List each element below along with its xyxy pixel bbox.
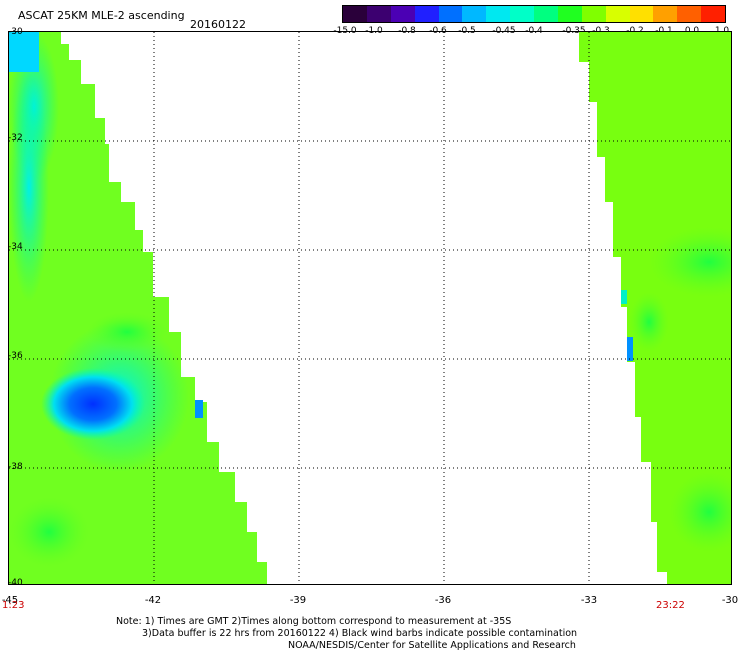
color-scale-swatch — [605, 6, 630, 22]
map-title: ASCAT 25KM MLE-2 ascending — [18, 9, 185, 22]
footnotes: Note: 1) Times are GMT 2)Times along bot… — [116, 616, 577, 652]
grid-lines — [9, 32, 731, 584]
y-axis-label: -40 — [8, 578, 23, 588]
color-scale-bar — [342, 5, 726, 23]
color-scale-swatch — [390, 6, 415, 22]
y-axis-label: -34 — [8, 242, 23, 252]
x-axis-label: -30 — [721, 595, 739, 606]
pass-time-left: 1:23 — [2, 600, 25, 611]
color-scale-swatch — [462, 6, 487, 22]
color-scale-swatch — [366, 6, 391, 22]
y-axis-label: -36 — [8, 351, 23, 361]
color-scale-swatch — [414, 6, 439, 22]
x-axis-label: -42 — [144, 595, 162, 606]
pass-time-right: 23:22 — [656, 600, 685, 611]
color-scale-swatch — [629, 6, 654, 22]
y-axis-label: -30 — [8, 27, 23, 37]
color-scale-swatch — [438, 6, 463, 22]
color-scale-swatch — [677, 6, 702, 22]
y-axis-label: -38 — [8, 462, 23, 472]
color-scale-swatch — [701, 6, 725, 22]
left-swath — [9, 32, 267, 584]
swath-map — [9, 32, 731, 584]
map-plot-frame — [8, 31, 732, 585]
color-scale-swatch — [486, 6, 511, 22]
note-line: NOAA/NESDIS/Center for Satellite Applica… — [288, 640, 576, 651]
color-scale-swatch — [510, 6, 534, 22]
color-scale-swatch — [557, 6, 582, 22]
y-axis-label: -32 — [8, 133, 23, 143]
note-line: 3)Data buffer is 22 hrs from 20160122 4)… — [142, 628, 578, 639]
x-axis-label: -33 — [580, 595, 598, 606]
map-date: 20160122 — [190, 18, 246, 31]
x-axis-label: -45 — [1, 595, 19, 606]
color-scale-swatch — [534, 6, 558, 22]
color-scale-swatch — [653, 6, 678, 22]
x-axis-label: -36 — [434, 595, 452, 606]
right-swath — [579, 32, 731, 584]
note-line: Note: 1) Times are GMT 2)Times along bot… — [116, 616, 512, 627]
color-scale-swatch — [343, 6, 367, 22]
x-axis-label: -39 — [289, 595, 307, 606]
color-scale-swatch — [581, 6, 606, 22]
